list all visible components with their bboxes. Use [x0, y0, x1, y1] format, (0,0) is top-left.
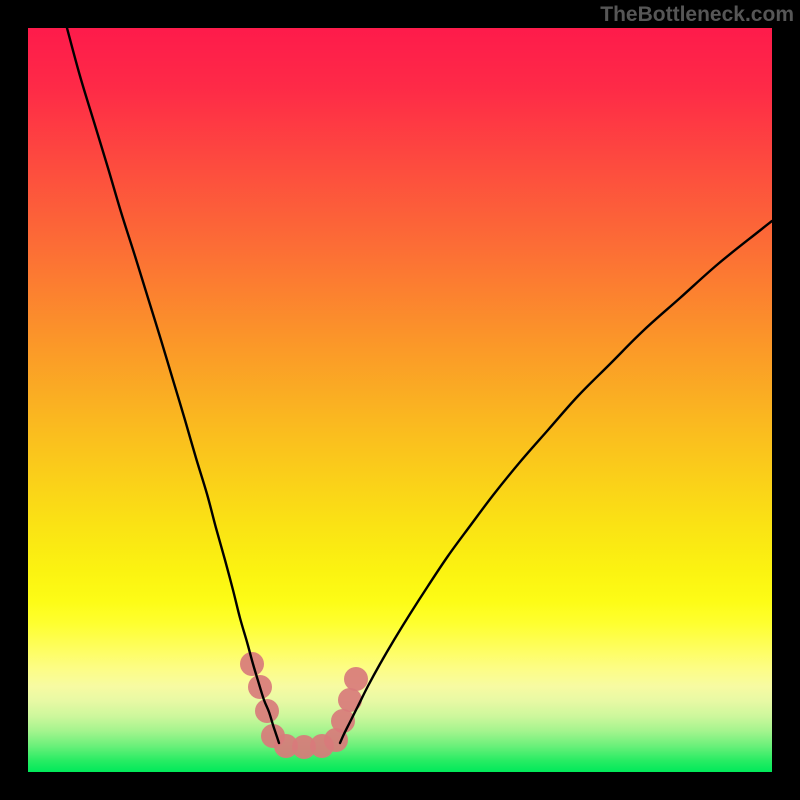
plot-area	[28, 28, 772, 772]
curve-left	[67, 28, 279, 743]
watermark-text: TheBottleneck.com	[600, 3, 794, 27]
data-marker	[338, 688, 362, 712]
marker-group	[240, 652, 368, 759]
curve-right	[340, 221, 772, 743]
chart-svg	[28, 28, 772, 772]
chart-frame: TheBottleneck.com	[0, 0, 800, 800]
data-marker	[344, 667, 368, 691]
data-marker	[255, 699, 279, 723]
